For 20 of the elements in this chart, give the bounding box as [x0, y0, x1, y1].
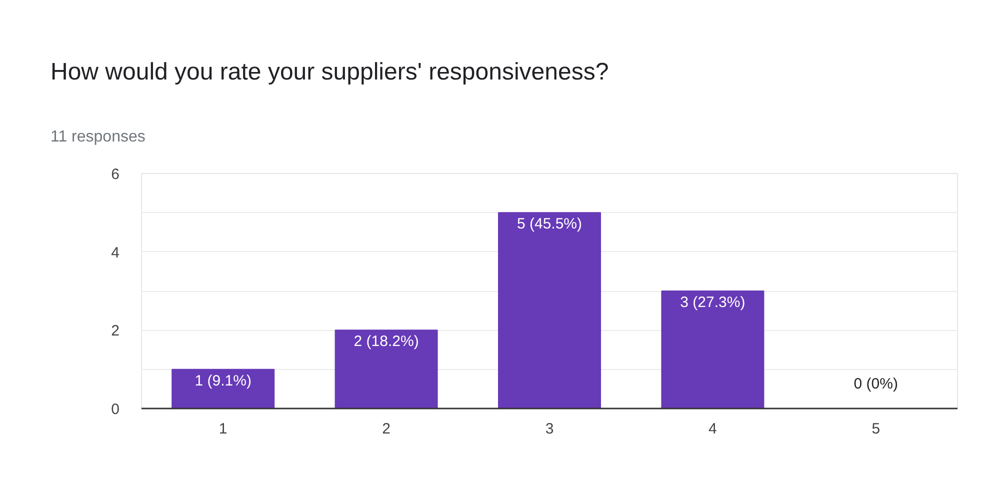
- data-label: 3 (27.3%): [680, 294, 746, 311]
- y-tick-label: 2: [111, 322, 120, 340]
- x-tick-label: 4: [708, 420, 717, 438]
- bar: [661, 290, 764, 408]
- y-tick-label: 0: [111, 401, 120, 418]
- data-label: 5 (45.5%): [516, 216, 582, 233]
- bar: [498, 212, 601, 408]
- data-label: 2 (18.2%): [354, 333, 419, 350]
- x-tick-label: 5: [872, 420, 880, 438]
- y-tick-label: 4: [111, 244, 120, 262]
- bar: [334, 330, 438, 408]
- chart-subtitle: 11 responses: [50, 128, 146, 146]
- y-tick-label: 6: [111, 166, 120, 183]
- x-tick-label: 2: [382, 420, 390, 438]
- chart-title: How would you rate your suppliers' responsiveness?: [50, 58, 609, 86]
- bar: [172, 368, 275, 408]
- data-label: 0 (0%): [854, 376, 898, 392]
- data-label: 1 (9.1%): [194, 372, 252, 390]
- x-tick-label: 1: [218, 420, 228, 438]
- x-tick-label: 3: [545, 420, 554, 438]
